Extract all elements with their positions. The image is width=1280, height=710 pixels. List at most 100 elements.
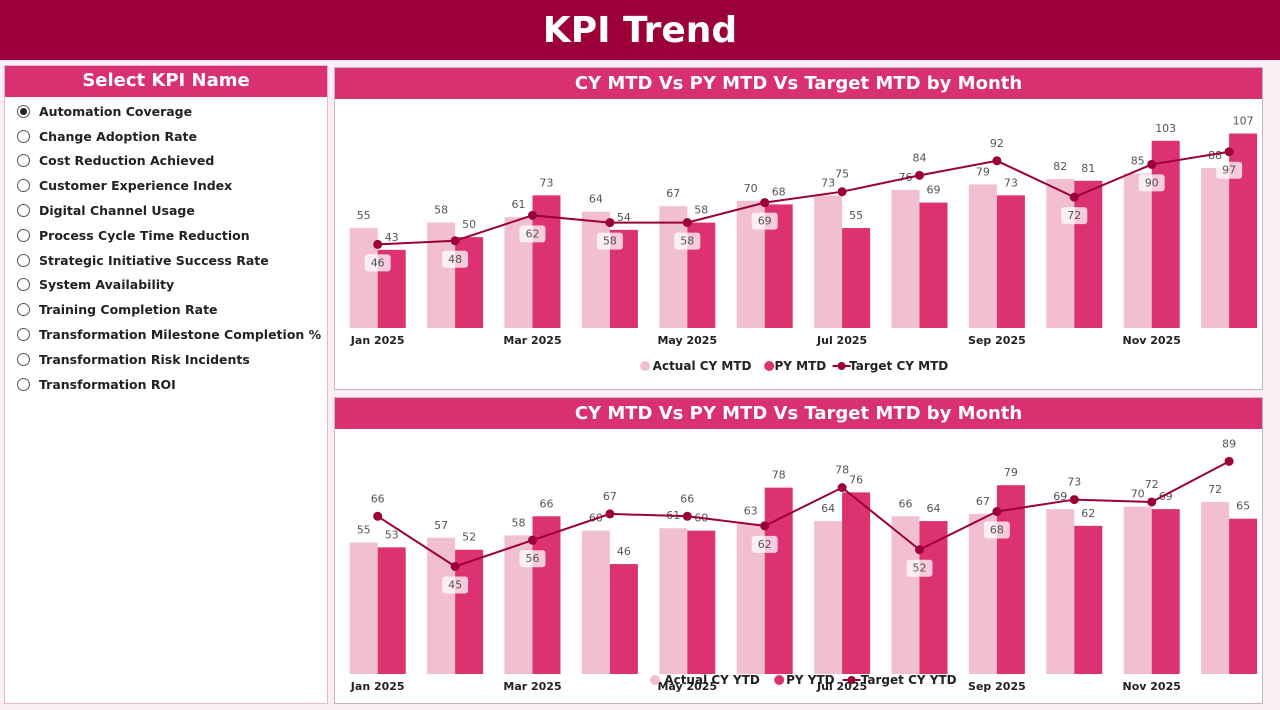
- data-label-actual: 88: [1208, 149, 1222, 162]
- page-title: KPI Trend: [0, 0, 1280, 60]
- data-label-py: 50: [462, 218, 476, 231]
- data-label-actual: 82: [1053, 160, 1067, 173]
- kpi-slicer: Select KPI Name Automation Coverage Chang…: [4, 65, 328, 704]
- point-target: [760, 521, 770, 531]
- bar-actual: [349, 228, 378, 328]
- data-label-py: 103: [1155, 122, 1176, 135]
- data-label-py: 53: [385, 528, 399, 541]
- slicer-item-label: Change Adoption Rate: [39, 128, 197, 144]
- point-target: [915, 545, 924, 555]
- bar-actual: [1123, 506, 1152, 674]
- line-target: [377, 150, 1230, 246]
- slicer-item[interactable]: Training Completion Rate: [5, 297, 327, 322]
- slicer-item[interactable]: Strategic Initiative Success Rate: [5, 248, 327, 273]
- legend-marker-icon: [837, 362, 846, 370]
- chart-title: CY MTD Vs PY MTD Vs Target MTD by Month: [335, 398, 1262, 429]
- radio-button-icon[interactable]: [17, 154, 30, 168]
- point-target: [837, 187, 847, 197]
- data-label-target: 67: [603, 490, 617, 503]
- mtd-chart-panel: CY MTD Vs PY MTD Vs Target MTD by Month …: [334, 67, 1263, 390]
- radio-button-icon[interactable]: [17, 228, 30, 242]
- data-label-py: 55: [849, 209, 863, 222]
- slicer-item-label: Process Cycle Time Reduction: [39, 227, 250, 243]
- data-label-actual: 63: [744, 504, 758, 517]
- data-label-py: 54: [617, 211, 631, 224]
- slicer-item-label: Strategic Initiative Success Rate: [39, 252, 269, 268]
- line-target: [377, 460, 1230, 568]
- radio-button-icon[interactable]: [17, 377, 30, 391]
- radio-button-icon[interactable]: [17, 278, 30, 292]
- data-label-py: 69: [927, 184, 941, 197]
- radio-button-icon[interactable]: [17, 179, 30, 193]
- slicer-item-label: Transformation Risk Incidents: [39, 351, 250, 367]
- bar-actual: [1201, 501, 1230, 674]
- data-label-target: 84: [913, 151, 927, 164]
- bar-py: [764, 487, 793, 674]
- bar-actual: [968, 513, 997, 674]
- legend-marker-icon: [774, 675, 785, 685]
- slicer-item[interactable]: Process Cycle Time Reduction: [5, 223, 327, 248]
- legend-marker-icon: [650, 675, 660, 685]
- bar-py: [1229, 518, 1258, 674]
- data-label-target: 52: [913, 562, 927, 575]
- data-label-target: 92: [990, 137, 1004, 150]
- data-label-actual: 70: [744, 182, 758, 195]
- bar-py: [687, 530, 716, 674]
- bar-py: [1074, 180, 1103, 328]
- data-label-py: 73: [1004, 176, 1018, 189]
- slicer-item[interactable]: Change Adoption Rate: [5, 124, 327, 149]
- data-label-bg: [1216, 161, 1243, 179]
- slicer-item-label: Customer Experience Index: [39, 178, 233, 194]
- bar-py: [996, 195, 1025, 328]
- x-tick-label: Jul 2025: [816, 680, 867, 693]
- slicer-item[interactable]: System Availability: [5, 273, 327, 298]
- chart-title: CY MTD Vs PY MTD Vs Target MTD by Month: [335, 68, 1262, 99]
- slicer-item[interactable]: Transformation Milestone Completion %: [5, 322, 327, 347]
- data-label-py: 76: [849, 473, 863, 486]
- bar-py: [377, 547, 406, 674]
- point-target: [760, 198, 770, 208]
- point-target: [1069, 192, 1079, 202]
- bar-py: [455, 549, 484, 674]
- data-label-target: 58: [680, 235, 694, 248]
- slicer-item[interactable]: Customer Experience Index: [5, 173, 327, 198]
- bar-py: [919, 521, 948, 674]
- radio-button-icon[interactable]: [17, 129, 30, 143]
- radio-button-icon[interactable]: [17, 328, 30, 342]
- radio-button-icon[interactable]: [17, 303, 30, 317]
- slicer-item[interactable]: Transformation ROI: [5, 372, 327, 397]
- data-label-actual: 58: [434, 204, 448, 217]
- mtd-chart: 55 43 Jan 2025 58 50 61 73 Mar 2025 64 54 67 58 May …: [349, 115, 1258, 373]
- bar-py: [1074, 525, 1103, 674]
- slicer-item[interactable]: Transformation Risk Incidents: [5, 347, 327, 372]
- legend-label: Actual CY YTD: [664, 673, 760, 687]
- bar-actual: [427, 537, 456, 674]
- ytd-chart-panel: CY MTD Vs PY MTD Vs Target MTD by Month …: [334, 397, 1263, 704]
- radio-button-icon[interactable]: [17, 253, 30, 267]
- bar-actual: [814, 195, 843, 328]
- data-label-bg: [906, 559, 933, 577]
- data-label-py: 64: [927, 502, 941, 515]
- data-label-target: 97: [1222, 164, 1236, 177]
- bar-actual: [1123, 173, 1152, 328]
- bar-py: [996, 485, 1025, 674]
- point-target: [373, 511, 383, 521]
- radio-button-icon[interactable]: [17, 352, 30, 366]
- slicer-item[interactable]: Digital Channel Usage: [5, 198, 327, 223]
- point-target: [992, 156, 1002, 166]
- bar-py: [1151, 140, 1180, 328]
- x-tick-label: Jan 2025: [350, 680, 405, 693]
- slicer-item-label: Transformation Milestone Completion %: [39, 327, 322, 343]
- data-label-py: 73: [540, 176, 554, 189]
- slicer-item[interactable]: Cost Reduction Achieved: [5, 149, 327, 174]
- radio-button-icon[interactable]: [17, 204, 30, 218]
- x-tick-label: Sep 2025: [968, 334, 1026, 347]
- data-label-py: 81: [1081, 162, 1095, 175]
- slicer-item[interactable]: Automation Coverage: [5, 99, 327, 124]
- data-label-py: 62: [1081, 507, 1095, 520]
- bar-actual: [659, 206, 688, 328]
- data-label-target: 89: [1222, 437, 1236, 450]
- data-label-actual: 70: [1131, 488, 1145, 501]
- radio-button-icon[interactable]: [17, 104, 30, 118]
